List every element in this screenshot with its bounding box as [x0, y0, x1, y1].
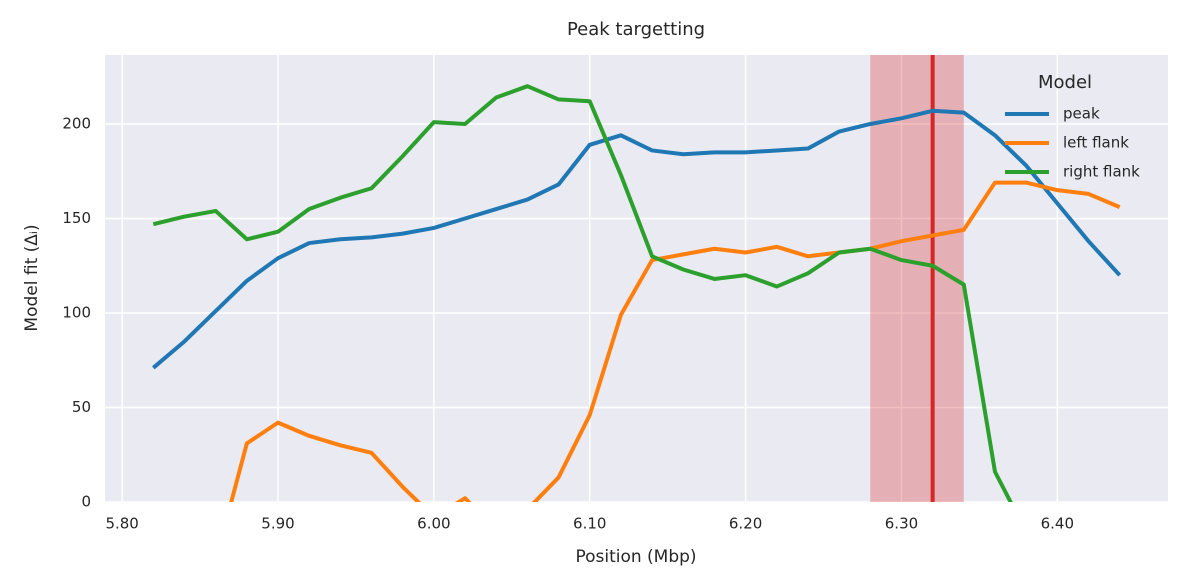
y-tick-label: 0 — [81, 493, 91, 511]
x-tick-label: 5.90 — [261, 515, 294, 533]
plot-marks — [152, 55, 1122, 502]
legend-label: peak — [1063, 105, 1100, 123]
x-tick-label: 6.00 — [417, 515, 450, 533]
legend-title: Model — [1038, 72, 1092, 93]
y-tick-label: 50 — [72, 398, 91, 416]
x-axis-label: Position (Mbp) — [575, 547, 696, 567]
x-tick-label: 6.30 — [885, 515, 918, 533]
y-axis-label: Model fit (Δᵢ) — [22, 224, 42, 331]
highlight-span — [870, 55, 964, 502]
line-series — [152, 84, 1013, 502]
legend-label: left flank — [1063, 134, 1129, 152]
y-tick-label: 200 — [62, 114, 91, 132]
plot-area — [105, 55, 1168, 502]
line-series — [152, 108, 1122, 370]
chart-title: Peak targetting — [567, 19, 705, 40]
grid — [105, 55, 1168, 503]
y-tick-label: 100 — [62, 303, 91, 321]
y-tick-label: 150 — [62, 209, 91, 227]
line-series — [229, 180, 1121, 502]
legend-label: right flank — [1063, 163, 1140, 181]
x-tick-label: 6.40 — [1041, 515, 1074, 533]
x-tick-label: 5.80 — [105, 515, 138, 533]
x-tick-label: 6.20 — [729, 515, 762, 533]
x-tick-label: 6.10 — [573, 515, 606, 533]
legend: Model peak left flank right flank — [1005, 72, 1140, 181]
